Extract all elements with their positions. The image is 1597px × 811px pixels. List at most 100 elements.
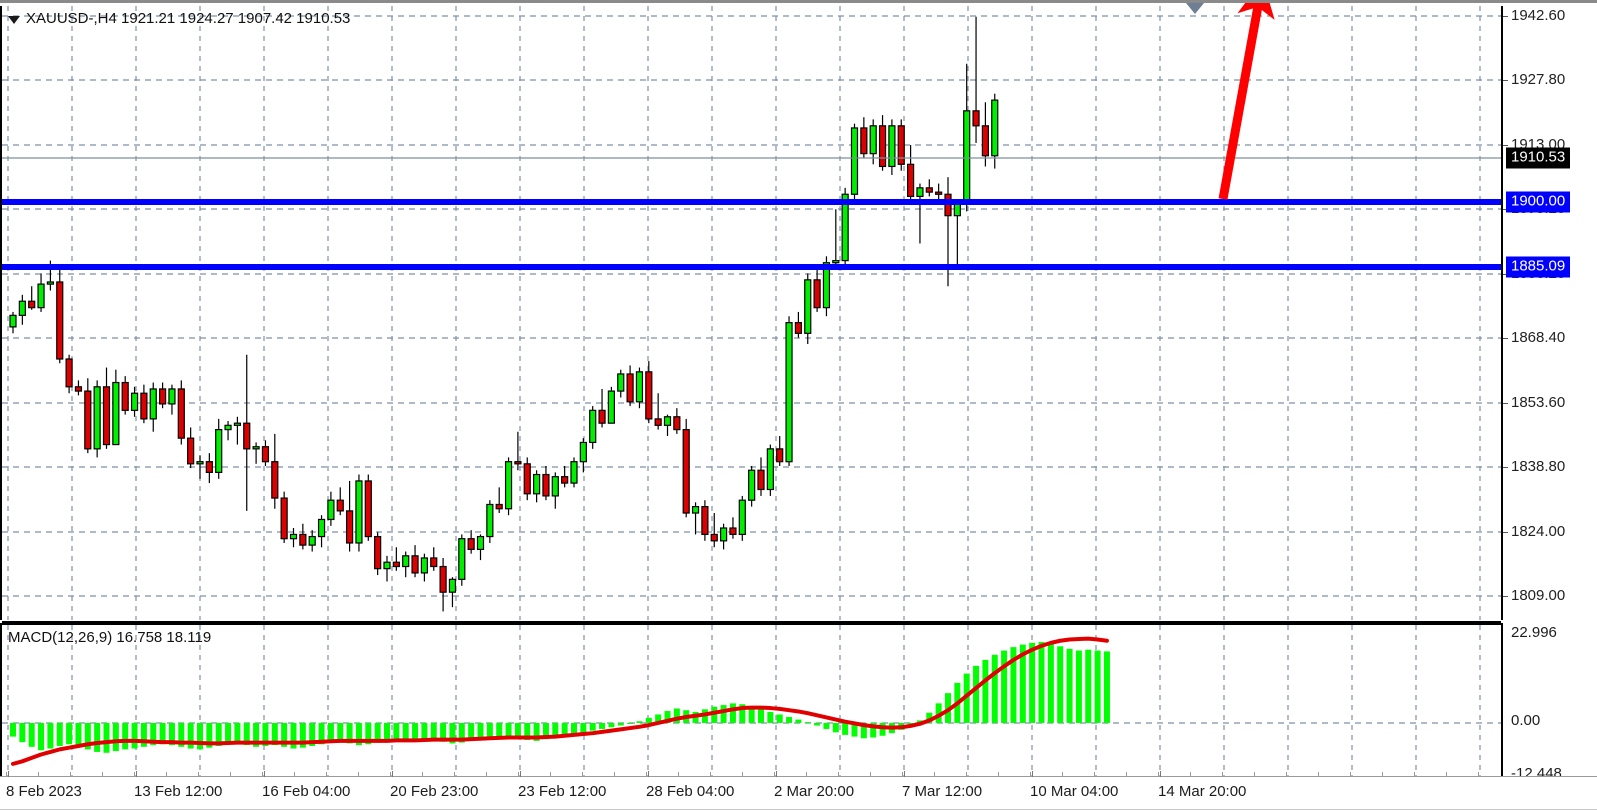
time-minor-tick bbox=[1126, 772, 1127, 777]
time-minor-tick bbox=[358, 772, 359, 777]
time-tick-label: 28 Feb 04:00 bbox=[646, 783, 735, 800]
time-minor-tick bbox=[1222, 772, 1223, 777]
time-tick-label: 20 Feb 23:00 bbox=[390, 783, 479, 800]
macd-tick-label: 22.996 bbox=[1511, 624, 1557, 641]
time-minor-tick bbox=[1318, 772, 1319, 777]
time-minor-tick bbox=[326, 772, 327, 777]
time-minor-tick bbox=[550, 772, 551, 777]
price-tick-mark bbox=[1503, 80, 1508, 81]
time-minor-tick bbox=[70, 772, 71, 777]
time-minor-tick bbox=[1062, 772, 1063, 777]
time-tick-mark bbox=[264, 771, 265, 777]
time-tick-mark bbox=[136, 771, 137, 777]
time-minor-tick bbox=[1190, 772, 1191, 777]
last-price-badge: 1910.53 bbox=[1506, 147, 1571, 169]
top-triangle-marker bbox=[1186, 3, 1204, 14]
time-tick-mark bbox=[8, 771, 9, 777]
price-tick-label: 1809.00 bbox=[1511, 587, 1566, 604]
chart-legend: XAUUSD-,H4 1921.21 1924.27 1907.42 1910.… bbox=[8, 10, 350, 27]
time-minor-tick bbox=[1350, 772, 1351, 777]
time-minor-tick bbox=[454, 772, 455, 777]
time-minor-tick bbox=[486, 772, 487, 777]
time-minor-tick bbox=[1254, 772, 1255, 777]
macd-plot bbox=[2, 625, 1501, 776]
level-badge-1885: 1885.09 bbox=[1506, 256, 1571, 278]
time-minor-tick bbox=[134, 772, 135, 777]
price-tick-label: 1824.00 bbox=[1511, 523, 1566, 540]
triangle-down-icon[interactable] bbox=[8, 15, 20, 24]
chart-legend-text: XAUUSD-,H4 1921.21 1924.27 1907.42 1910.… bbox=[26, 10, 351, 27]
time-minor-tick bbox=[422, 772, 423, 777]
time-minor-tick bbox=[1158, 772, 1159, 777]
time-tick-label: 10 Mar 04:00 bbox=[1030, 783, 1119, 800]
price-axis-scale[interactable]: 1942.601927.801913.001898.201883.201868.… bbox=[1503, 6, 1597, 620]
price-tick-mark bbox=[1503, 596, 1508, 597]
macd-legend: MACD(12,26,9) 16.758 18.119 bbox=[8, 629, 211, 646]
time-minor-tick bbox=[774, 772, 775, 777]
time-tick-label: 8 Feb 2023 bbox=[6, 783, 82, 800]
time-minor-tick bbox=[966, 772, 967, 777]
time-tick-mark bbox=[1032, 771, 1033, 777]
macd-legend-text: MACD(12,26,9) 16.758 18.119 bbox=[8, 629, 212, 646]
price-tick-mark bbox=[1503, 209, 1508, 210]
axis-rule bbox=[0, 809, 1597, 810]
time-minor-tick bbox=[102, 772, 103, 777]
time-tick-mark bbox=[392, 771, 393, 777]
macd-tick-label: 0.00 bbox=[1511, 712, 1541, 729]
time-minor-tick bbox=[390, 772, 391, 777]
time-minor-tick bbox=[870, 772, 871, 777]
time-minor-tick bbox=[838, 772, 839, 777]
time-minor-tick bbox=[806, 772, 807, 777]
price-tick-label: 1838.80 bbox=[1511, 458, 1566, 475]
price-tick-mark bbox=[1503, 145, 1508, 146]
time-minor-tick bbox=[1286, 772, 1287, 777]
time-minor-tick bbox=[230, 772, 231, 777]
time-minor-tick bbox=[1414, 772, 1415, 777]
level-badge-1900: 1900.00 bbox=[1506, 191, 1571, 213]
macd-axis-scale[interactable]: 22.996 0.00 -12.448 bbox=[1503, 623, 1597, 782]
time-minor-tick bbox=[646, 772, 647, 777]
price-tick-label: 1942.60 bbox=[1511, 7, 1566, 24]
time-minor-tick bbox=[902, 772, 903, 777]
time-minor-tick bbox=[262, 772, 263, 777]
time-tick-mark bbox=[648, 771, 649, 777]
time-tick-label: 16 Feb 04:00 bbox=[262, 783, 351, 800]
time-minor-tick bbox=[1094, 772, 1095, 777]
time-minor-tick bbox=[934, 772, 935, 777]
price-tick-mark bbox=[1503, 338, 1508, 339]
time-minor-tick bbox=[742, 772, 743, 777]
time-minor-tick bbox=[710, 772, 711, 777]
price-plot bbox=[2, 6, 1501, 620]
time-tick-mark bbox=[776, 771, 777, 777]
time-tick-mark bbox=[520, 771, 521, 777]
time-minor-tick bbox=[582, 772, 583, 777]
time-tick-label: 23 Feb 12:00 bbox=[518, 783, 607, 800]
time-tick-label: 2 Mar 20:00 bbox=[774, 783, 855, 800]
time-minor-tick bbox=[1446, 772, 1447, 777]
price-chart-panel[interactable] bbox=[0, 6, 1503, 623]
time-minor-tick bbox=[198, 772, 199, 777]
price-tick-label: 1927.80 bbox=[1511, 71, 1566, 88]
macd-indicator-panel[interactable] bbox=[0, 623, 1503, 776]
time-minor-tick bbox=[6, 772, 7, 777]
time-tick-mark bbox=[1160, 771, 1161, 777]
time-minor-tick bbox=[998, 772, 999, 777]
time-tick-mark bbox=[904, 771, 905, 777]
price-tick-mark bbox=[1503, 403, 1508, 404]
time-minor-tick bbox=[166, 772, 167, 777]
price-tick-mark bbox=[1503, 274, 1508, 275]
time-tick-label: 7 Mar 12:00 bbox=[902, 783, 983, 800]
time-minor-tick bbox=[678, 772, 679, 777]
price-tick-label: 1868.40 bbox=[1511, 329, 1566, 346]
price-tick-mark bbox=[1503, 532, 1508, 533]
time-minor-tick bbox=[1478, 772, 1479, 777]
price-tick-mark bbox=[1503, 16, 1508, 17]
time-minor-tick bbox=[38, 772, 39, 777]
price-tick-label: 1853.60 bbox=[1511, 394, 1566, 411]
time-minor-tick bbox=[1030, 772, 1031, 777]
time-axis[interactable]: 8 Feb 2023 13 Feb 12:00 16 Feb 04:00 20 Feb… bbox=[0, 771, 1597, 811]
price-tick-mark bbox=[1503, 467, 1508, 468]
time-minor-tick bbox=[1382, 772, 1383, 777]
time-minor-tick bbox=[518, 772, 519, 777]
